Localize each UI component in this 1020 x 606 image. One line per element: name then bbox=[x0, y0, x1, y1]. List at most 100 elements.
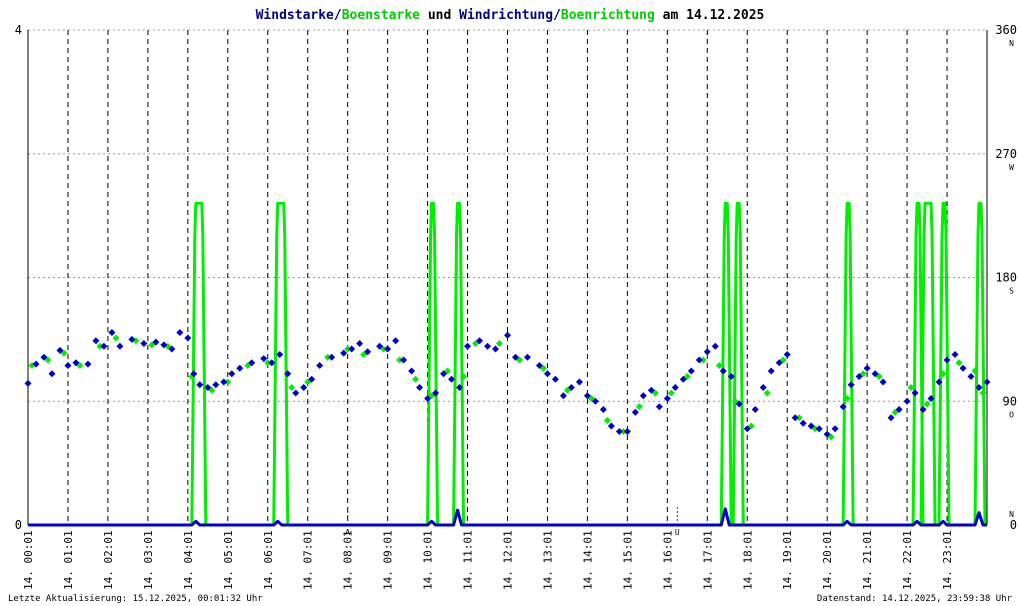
x-tick-label: 14. 12:01 bbox=[502, 530, 515, 590]
wind-direction-point bbox=[959, 364, 967, 372]
wind-direction-point bbox=[639, 392, 647, 400]
gust-direction-point bbox=[288, 384, 296, 391]
wind-direction-point bbox=[559, 392, 567, 400]
wind-direction-point bbox=[523, 353, 531, 361]
left-tick-label: 4 bbox=[15, 23, 22, 37]
x-tick-label: 14. 11:01 bbox=[462, 530, 475, 590]
right-tick-label: 270 bbox=[995, 147, 1017, 161]
wind-direction-point bbox=[376, 342, 384, 350]
wind-direction-point bbox=[735, 400, 743, 408]
wind-direction-point bbox=[815, 425, 823, 433]
gust-speed-line bbox=[28, 201, 987, 527]
compass-label: W bbox=[1009, 163, 1014, 172]
title-sep-2: / bbox=[553, 8, 561, 23]
gust-direction-point bbox=[955, 359, 963, 367]
wind-direction-point bbox=[703, 348, 711, 356]
wind-direction-point bbox=[248, 359, 256, 367]
wind-direction-point bbox=[743, 425, 751, 433]
wind-direction-series bbox=[24, 329, 991, 438]
wind-direction-point bbox=[783, 351, 791, 358]
wind-direction-point bbox=[863, 364, 871, 372]
wind-direction-point bbox=[607, 422, 615, 430]
wind-direction-point bbox=[535, 362, 543, 369]
x-tick-label: 14. 02:01 bbox=[102, 530, 115, 590]
gust-direction-point bbox=[699, 356, 707, 364]
wind-direction-point bbox=[751, 406, 759, 413]
wind-direction-point bbox=[440, 370, 448, 378]
compass-label: O bbox=[1009, 410, 1014, 419]
wind-direction-point bbox=[911, 389, 919, 397]
wind-direction-point bbox=[591, 397, 599, 405]
x-tick-label: 14. 22:01 bbox=[901, 530, 914, 590]
wind-direction-point bbox=[975, 384, 983, 391]
gust-direction-point bbox=[112, 334, 120, 342]
x-axis-labels: 14. 00:01 14. 01:01 14. 02:01 14. 03:01 14. … bbox=[22, 530, 954, 590]
x-tick-label: 14. 17:01 bbox=[701, 530, 714, 590]
wind-direction-point bbox=[679, 375, 687, 383]
gust-direction-point bbox=[635, 403, 643, 411]
wind-direction-point bbox=[292, 389, 300, 397]
wind-direction-point bbox=[228, 370, 236, 378]
wind-direction-point bbox=[711, 342, 719, 350]
x-tick-label: 14. 16:01 bbox=[661, 530, 674, 590]
gust-direction-point bbox=[619, 428, 627, 435]
gust-direction-point bbox=[979, 389, 987, 397]
gust-direction-point bbox=[603, 417, 611, 424]
wind-direction-point bbox=[511, 353, 519, 361]
wind-direction-point bbox=[56, 346, 64, 354]
gust-direction-point bbox=[907, 384, 915, 391]
x-tick-label: 14. 05:01 bbox=[222, 530, 235, 590]
wind-direction-point bbox=[348, 345, 356, 353]
gust-direction-point bbox=[795, 414, 803, 422]
x-tick-label: 14. 09:01 bbox=[382, 530, 395, 590]
wind-direction-point bbox=[655, 403, 663, 411]
wind-direction-point bbox=[220, 378, 228, 386]
gust-direction-point bbox=[412, 375, 420, 383]
gust-direction-point bbox=[923, 400, 931, 408]
wind-speed-line bbox=[28, 507, 987, 527]
x-tick-label: 14. 01:01 bbox=[62, 530, 75, 590]
wind-direction-point bbox=[567, 384, 575, 391]
wind-direction-point bbox=[392, 337, 400, 345]
x-tick-label: 14. 15:01 bbox=[621, 530, 634, 590]
wind-direction-point bbox=[308, 375, 316, 383]
wind-direction-point bbox=[967, 373, 975, 380]
wind-direction-point bbox=[456, 384, 464, 391]
wind-direction-point bbox=[943, 356, 951, 364]
wind-direction-point bbox=[855, 373, 863, 380]
x-tick-label: 14. 08:01 bbox=[342, 530, 355, 590]
wind-direction-point bbox=[100, 342, 108, 350]
x-tick-label: 14. 19:01 bbox=[781, 530, 794, 590]
wind-direction-point bbox=[72, 359, 80, 367]
wind-direction-point bbox=[328, 353, 336, 361]
x-tick-label: 14. 06:01 bbox=[262, 530, 275, 590]
x-tick-label: 14. 14:01 bbox=[581, 530, 594, 590]
gust-speed-series bbox=[28, 201, 987, 527]
wind-direction-point bbox=[775, 359, 783, 367]
wind-direction-point bbox=[687, 367, 695, 375]
wind-direction-point bbox=[767, 367, 775, 375]
wind-direction-point bbox=[492, 345, 500, 353]
x-tick-label: 14. 21:01 bbox=[861, 530, 874, 590]
compass-label: N bbox=[1009, 39, 1014, 48]
footer-data-state: Datenstand: 14.12.2025, 23:59:38 Uhr bbox=[817, 594, 1013, 604]
wind-direction-point bbox=[919, 406, 927, 413]
wind-direction-point bbox=[356, 340, 364, 347]
wind-direction-point bbox=[504, 331, 511, 339]
right-tick-label: 90 bbox=[1003, 394, 1017, 408]
wind-direction-point bbox=[448, 375, 456, 383]
wind-direction-point bbox=[400, 356, 408, 364]
wind-direction-point bbox=[791, 414, 799, 422]
wind-direction-point bbox=[24, 379, 32, 387]
wind-direction-point bbox=[276, 351, 284, 358]
title-windstarke: Windstarke bbox=[256, 8, 334, 23]
x-tick-label: 14. 10:01 bbox=[422, 530, 435, 590]
wind-direction-point bbox=[316, 362, 324, 369]
gust-direction-point bbox=[667, 389, 675, 397]
wind-direction-point bbox=[464, 342, 472, 350]
wind-direction-point bbox=[128, 335, 136, 343]
gust-direction-point bbox=[763, 389, 771, 397]
gust-direction-point bbox=[28, 362, 36, 369]
